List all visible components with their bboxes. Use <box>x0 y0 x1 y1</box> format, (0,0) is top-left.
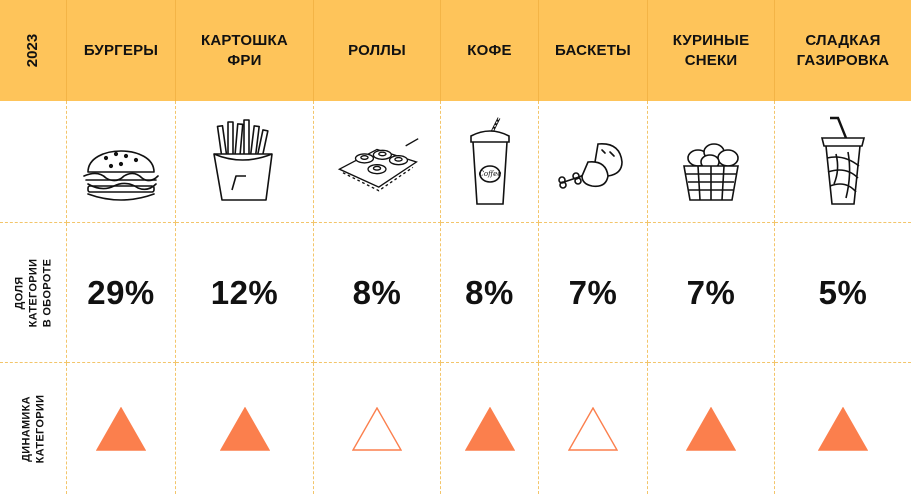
category-name-line: РОЛЛЫ <box>348 41 406 59</box>
row-label-line: ДИНАМИКА <box>20 395 33 462</box>
dynamics-cell-chicken-snacks <box>648 363 775 494</box>
share-row-label: ДОЛЯ КАТЕГОРИИ В ОБОРОТЕ <box>12 258 54 327</box>
dynamics-cell-baskets <box>539 363 648 494</box>
category-name-line: БУРГЕРЫ <box>83 41 159 59</box>
year-header: 2023 <box>0 0 67 101</box>
row-label-line: КАТЕГОРИИ <box>27 258 40 327</box>
share-row-label-cell: ДОЛЯ КАТЕГОРИИ В ОБОРОТЕ <box>0 223 67 363</box>
growth-triangle-icon <box>464 406 515 451</box>
category-header-rolls: РОЛЛЫ <box>314 0 441 101</box>
category-name-line: ФРИ <box>227 51 262 69</box>
share-cell-coffee: 8% <box>441 223 539 363</box>
category-header-fries: КАРТОШКА ФРИ <box>176 0 314 101</box>
dynamics-cell-soda <box>775 363 911 494</box>
category-name-line: БАСКЕТЫ <box>555 41 631 59</box>
dynamics-row-label: ДИНАМИКА КАТЕГОРИИ <box>19 394 47 463</box>
dynamics-cell-coffee <box>441 363 539 494</box>
share-cell-burgers: 29% <box>67 223 176 363</box>
category-name-line: СЛАДКАЯ <box>805 31 881 49</box>
growth-triangle-icon <box>818 406 868 451</box>
category-name-line: КАРТОШКА <box>201 31 288 49</box>
category-name-line: КОФЕ <box>467 41 512 59</box>
fries-icon <box>212 118 273 201</box>
chicken-nuggets-basket-icon <box>683 142 739 201</box>
category-header-baskets: БАСКЕТЫ <box>539 0 648 101</box>
share-value: 7% <box>568 273 618 311</box>
category-name-line: КУРИНЫЕ <box>672 31 750 49</box>
category-header-burgers: БУРГЕРЫ <box>67 0 176 101</box>
share-value: 29% <box>87 273 155 311</box>
baskets-icon-cell <box>539 101 648 223</box>
share-cell-soda: 5% <box>775 223 911 363</box>
dynamics-row-label-cell: ДИНАМИКА КАТЕГОРИИ <box>0 363 67 494</box>
burger-icon-cell <box>67 101 176 223</box>
icon-row-label-cell <box>0 101 67 223</box>
share-value: 5% <box>818 273 868 311</box>
share-value: 8% <box>465 273 514 311</box>
share-value: 12% <box>210 273 279 311</box>
share-value: 8% <box>352 273 402 311</box>
share-value: 7% <box>686 273 736 311</box>
share-cell-chicken-snacks: 7% <box>648 223 775 363</box>
rolls-icon <box>337 137 419 191</box>
row-label-line: КАТЕГОРИИ <box>34 394 47 463</box>
chicken-snacks-icon-cell <box>648 101 775 223</box>
burger-icon <box>83 149 159 201</box>
dynamics-cell-rolls <box>314 363 441 494</box>
dynamics-cell-burgers <box>67 363 176 494</box>
coffee-cup-icon: Coffee <box>469 116 510 205</box>
year-label: 2023 <box>24 33 42 68</box>
category-header-coffee: КОФЕ <box>441 0 539 101</box>
neutral-triangle-icon <box>568 406 618 451</box>
fries-icon-cell <box>176 101 314 223</box>
share-cell-rolls: 8% <box>314 223 441 363</box>
row-label-line: ДОЛЯ <box>13 276 26 309</box>
row-label-line: В ОБОРОТЕ <box>41 258 54 327</box>
rolls-icon-cell <box>314 101 441 223</box>
growth-triangle-icon <box>219 406 270 451</box>
growth-triangle-icon <box>686 406 736 451</box>
soda-icon-cell <box>775 101 911 223</box>
share-cell-fries: 12% <box>176 223 314 363</box>
dynamics-cell-fries <box>176 363 314 494</box>
soda-cup-icon <box>820 116 866 205</box>
growth-triangle-icon <box>96 406 146 451</box>
coffee-icon-cell: Coffee <box>441 101 539 223</box>
category-header-soda: СЛАДКАЯ ГАЗИРОВКА <box>775 0 911 101</box>
share-cell-baskets: 7% <box>539 223 648 363</box>
chicken-drumsticks-icon <box>558 142 623 189</box>
category-header-chicken-snacks: КУРИНЫЕ СНЕКИ <box>648 0 775 101</box>
category-name-line: ГАЗИРОВКА <box>796 51 890 69</box>
category-name-line: СНЕКИ <box>684 51 738 69</box>
neutral-triangle-icon <box>352 406 402 451</box>
coffee-cup-label: Coffee <box>478 170 501 178</box>
